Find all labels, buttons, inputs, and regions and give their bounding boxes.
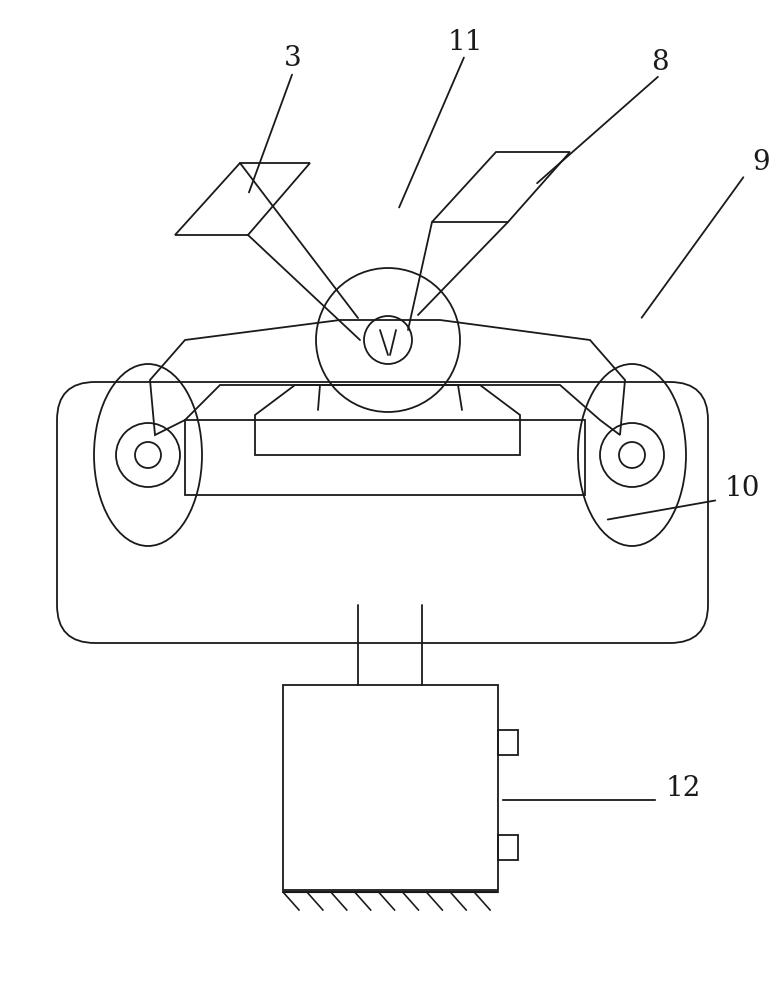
Bar bbox=[283, 685, 498, 890]
Text: 12: 12 bbox=[666, 774, 701, 802]
Bar bbox=[498, 730, 518, 755]
Text: 9: 9 bbox=[752, 148, 769, 176]
Text: 11: 11 bbox=[448, 28, 483, 55]
Text: 8: 8 bbox=[651, 48, 669, 76]
Bar bbox=[498, 835, 518, 860]
Text: 10: 10 bbox=[725, 475, 761, 502]
Bar bbox=[185, 420, 585, 495]
Text: 3: 3 bbox=[284, 44, 301, 72]
